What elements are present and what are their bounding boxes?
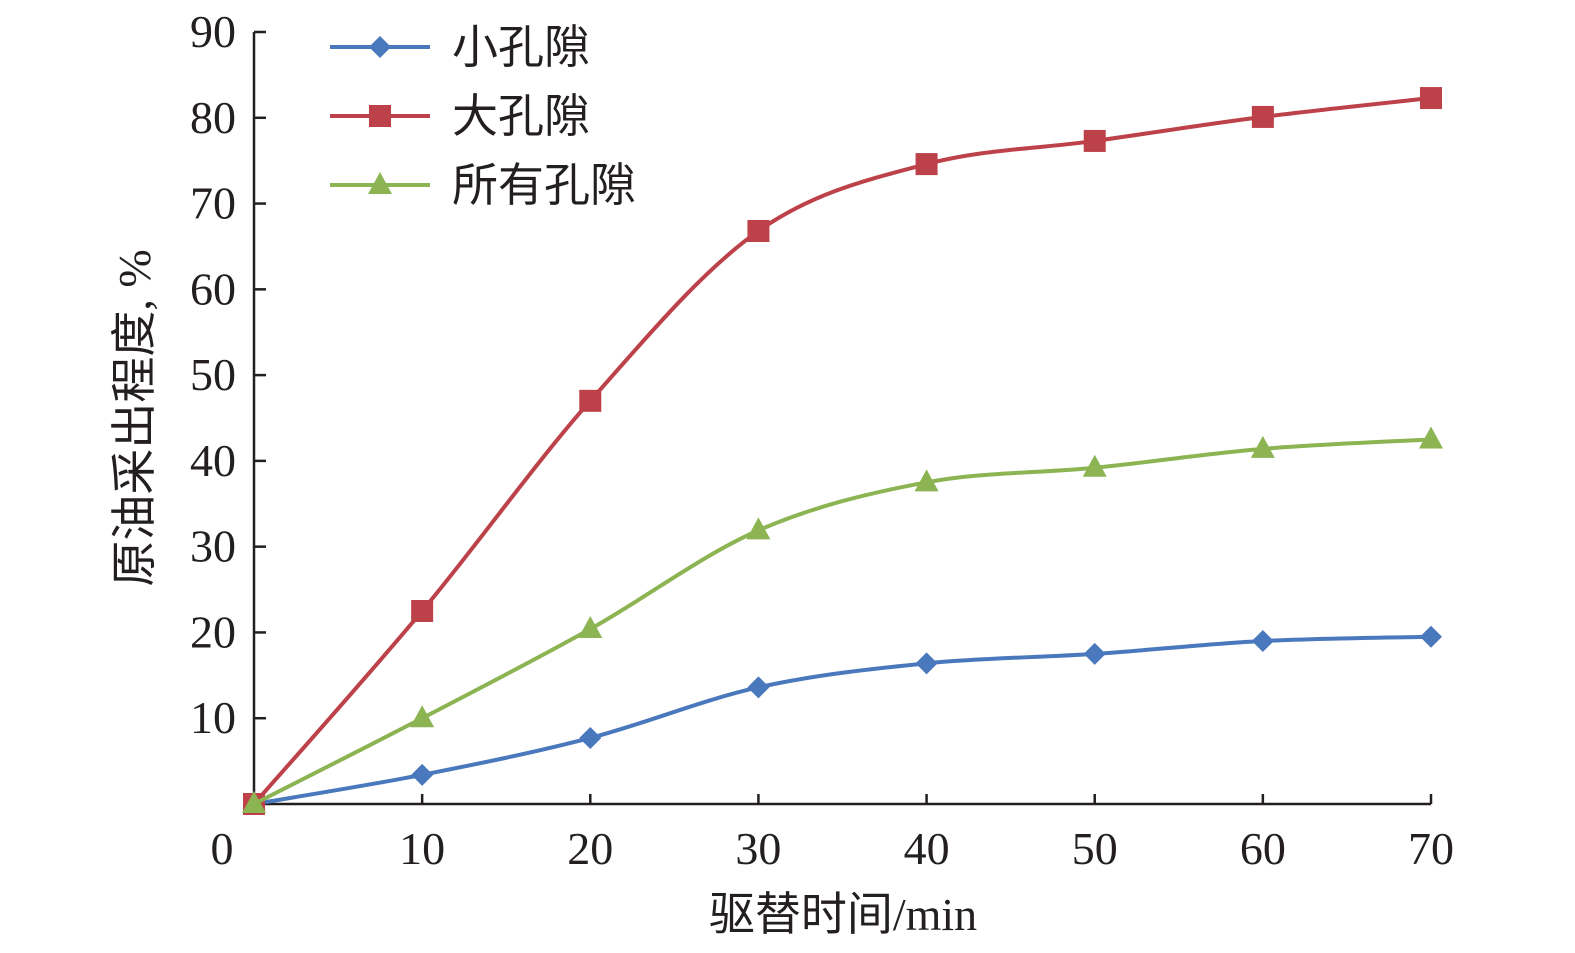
x-tick-label: 50 — [1072, 823, 1118, 874]
data-point — [1083, 642, 1106, 665]
data-point — [411, 763, 434, 786]
legend-item: 小孔隙 — [330, 22, 590, 73]
legend-label: 所有孔隙 — [452, 160, 636, 211]
data-point — [579, 389, 602, 412]
legend-item: 大孔隙 — [330, 91, 590, 142]
y-tick-label: 80 — [190, 92, 236, 143]
axes: 10 20 30 40 50 60 70 80 90 0 10 20 30 40 50 60 70 — [190, 6, 1454, 874]
data-point — [411, 600, 434, 622]
y-tick-label: 70 — [190, 178, 236, 229]
y-tick-label: 60 — [190, 263, 236, 314]
legend-item: 所有孔隙 — [330, 160, 636, 211]
series-line — [253, 437, 1432, 806]
x-tick-label: 40 — [904, 823, 950, 874]
x-tick-label: 60 — [1240, 823, 1286, 874]
data-point — [915, 652, 938, 675]
y-tick-label: 10 — [190, 692, 236, 743]
y-tick-label: 30 — [190, 521, 236, 572]
data-point — [242, 791, 266, 813]
data-point — [1420, 87, 1442, 110]
series-line — [253, 634, 1432, 806]
data-point — [1250, 435, 1275, 458]
data-point — [746, 517, 771, 540]
x-axis-label: 驱替时间/min — [709, 889, 977, 940]
x-tick-label: 20 — [567, 823, 613, 874]
data-point — [1420, 625, 1442, 648]
series-3 — [242, 426, 1443, 813]
legend-marker — [369, 105, 391, 127]
data-point — [1082, 454, 1107, 477]
data-point — [579, 726, 602, 749]
y-tick-label: 90 — [190, 6, 236, 57]
x-tick-label: 0 — [211, 823, 234, 874]
y-tick-label: 40 — [190, 435, 236, 486]
x-tick-label: 10 — [399, 823, 445, 874]
y-axis-label: 原油采出程度, % — [109, 249, 160, 586]
data-point — [915, 153, 938, 176]
y-tick-label: 20 — [190, 606, 236, 657]
data-point — [578, 616, 603, 639]
legend-marker — [368, 172, 392, 194]
series-group — [242, 87, 1443, 815]
x-tick-label: 70 — [1408, 823, 1454, 874]
x-tick-label: 30 — [735, 823, 781, 874]
data-point — [747, 220, 770, 243]
data-point — [747, 676, 770, 699]
legend-label: 小孔隙 — [452, 22, 590, 73]
data-point — [1419, 426, 1443, 449]
data-point — [1251, 630, 1274, 653]
data-point — [1083, 129, 1106, 152]
y-tick-label: 50 — [190, 349, 236, 400]
legend-label: 大孔隙 — [452, 91, 590, 142]
data-point — [914, 469, 939, 492]
legend-marker — [369, 36, 391, 58]
data-point — [410, 705, 435, 728]
data-point — [1251, 105, 1274, 128]
